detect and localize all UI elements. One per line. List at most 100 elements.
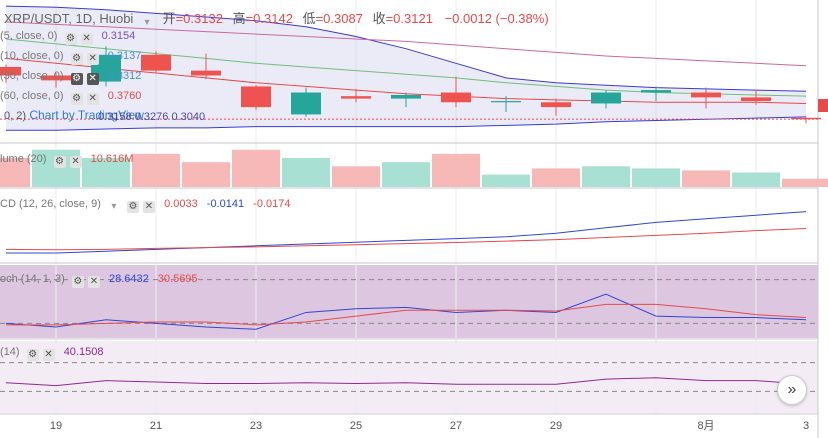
ma5-line (5, 21, 807, 67)
macd-legend[interactable]: CD (12, 26, close, 9) ▾ ⚙ ✕ 0.0033 -0.014… (0, 198, 290, 213)
ma5-label: (5, close, 0) (0, 30, 58, 42)
change-value: −0.0012 (−0.38%) (444, 11, 549, 26)
ma5-legend[interactable]: (5, close, 0) ⚙ ✕ 0.3154 (0, 30, 135, 45)
ma30-label: (30, close, 0) (0, 70, 64, 82)
macd-value-1: 0.0033 (164, 198, 198, 210)
rsi-value: 40.1508 (63, 346, 104, 358)
macd-value-2: -0.0141 (206, 198, 245, 210)
bb-prefix: 0, 2) (4, 110, 27, 122)
x-axis-label: 23 (250, 420, 262, 432)
candle-body (191, 70, 221, 76)
volume-bar (32, 149, 80, 187)
stoch-value-2: 30.5695 (157, 273, 198, 285)
volume-label: lume (20) (0, 153, 47, 165)
x-axis-label: 19 (50, 420, 62, 432)
candle-body (391, 94, 421, 99)
bb-middle-value: 0.3158 (98, 111, 132, 123)
price-marker (818, 99, 828, 112)
close-label: 收 (372, 11, 386, 26)
ma60-value: 0.3760 (107, 90, 142, 102)
settings-icon[interactable]: ⚙ (64, 33, 77, 45)
bb-upper-line (5, 5, 807, 92)
candle-body (441, 92, 471, 103)
volume-bar (332, 166, 380, 187)
volume-bar (432, 153, 480, 187)
volume-bar (482, 174, 530, 187)
close-icon[interactable]: ✕ (86, 73, 99, 85)
chart-title: XRP/USDT, 1D, Huobi ▾ 开=0.3132 高=0.3142 … (4, 8, 549, 29)
volume-bar (532, 168, 580, 187)
ma30-legend[interactable]: (30, close, 0) ⚙ ✕ 0.3312 (0, 70, 141, 85)
high-value: =0.3142 (245, 11, 293, 26)
x-axis-label: 21 (150, 420, 162, 432)
bb-values: 0.3158 0.3276 0.3040 (98, 111, 205, 123)
settings-icon[interactable]: ⚙ (127, 201, 139, 213)
rsi-line (5, 377, 807, 387)
dropdown-icon[interactable]: ▾ (111, 201, 117, 212)
candle-body (241, 86, 271, 108)
stoch-legend[interactable]: och (14, 1, 3) ⚙ ✕ 28.6432 30.5695 (0, 273, 198, 288)
volume-bar (682, 170, 730, 187)
bb-lower-line (6, 116, 807, 131)
volume-bar (782, 178, 828, 187)
close-icon[interactable]: ✕ (42, 349, 55, 361)
candle-body (141, 54, 171, 71)
volume-value: 10.616M (90, 153, 134, 165)
volume-bar (582, 166, 630, 187)
macd-label: CD (12, 26, close, 9) (0, 198, 101, 210)
ma10-label: (10, close, 0) (0, 50, 64, 62)
stoch-d-line (6, 303, 807, 326)
open-label: 开 (162, 11, 176, 26)
volume-bar (0, 158, 30, 187)
close-icon[interactable]: ✕ (87, 276, 100, 288)
candle-body (741, 97, 771, 102)
rsi-label: (14) (0, 346, 20, 358)
x-axis-label: 27 (450, 420, 462, 432)
dropdown-icon[interactable]: ▾ (144, 17, 150, 28)
bb-lower-value: 0.3040 (171, 111, 206, 123)
x-axis-label: 8月 (697, 420, 714, 432)
candle-body (0, 66, 21, 76)
volume-bar (82, 158, 130, 187)
bb-legend: 0, 2) Chart by TradingView (4, 108, 144, 122)
ma5-value: 0.3154 (101, 30, 136, 42)
ma10-legend[interactable]: (10, close, 0) ⚙ ✕ 0.3137 (0, 50, 141, 65)
ma10-value: 0.3137 (107, 50, 142, 62)
x-axis-label: 29 (550, 420, 562, 432)
low-value: =0.3087 (315, 11, 363, 26)
x-axis-label: 25 (350, 420, 362, 432)
low-label: 低 (302, 11, 316, 26)
macd-value-3: -0.0174 (253, 198, 291, 210)
settings-icon[interactable]: ⚙ (70, 93, 83, 105)
volume-legend[interactable]: lume (20) ⚙ ✕ 10.616M (0, 153, 133, 168)
candle-body (591, 92, 621, 104)
close-icon[interactable]: ✕ (86, 53, 99, 65)
settings-icon[interactable]: ⚙ (71, 276, 84, 288)
close-icon[interactable]: ✕ (69, 156, 82, 168)
candle-body (291, 92, 321, 115)
bb-upper-value: 0.3276 (134, 111, 169, 123)
ma30-value: 0.3312 (107, 70, 142, 82)
ma60-legend[interactable]: (60, close, 0) ⚙ ✕ 0.3760 (0, 90, 141, 105)
close-icon[interactable]: ✕ (86, 93, 99, 105)
rsi-legend[interactable]: (14) ⚙ ✕ 40.1508 (0, 346, 103, 361)
settings-icon[interactable]: ⚙ (70, 53, 83, 65)
stoch-label: och (14, 1, 3) (0, 273, 65, 285)
x-axis-label: 3 (803, 420, 809, 432)
stoch-value-1: 28.6432 (108, 273, 149, 285)
open-value: =0.3132 (175, 11, 223, 26)
scroll-to-realtime-button[interactable]: » (777, 375, 807, 405)
stoch-pane-bg (0, 265, 818, 338)
volume-bar (132, 153, 180, 187)
settings-icon[interactable]: ⚙ (26, 349, 39, 361)
close-icon[interactable]: ✕ (80, 33, 93, 45)
close-icon[interactable]: ✕ (143, 201, 155, 213)
candle-body (641, 90, 671, 93)
settings-icon[interactable]: ⚙ (53, 156, 66, 168)
settings-icon[interactable]: ⚙ (70, 73, 83, 85)
close-value: =0.3121 (385, 11, 433, 26)
ma10-line (5, 38, 807, 97)
candle-body (691, 92, 721, 98)
macd-line (6, 211, 807, 254)
